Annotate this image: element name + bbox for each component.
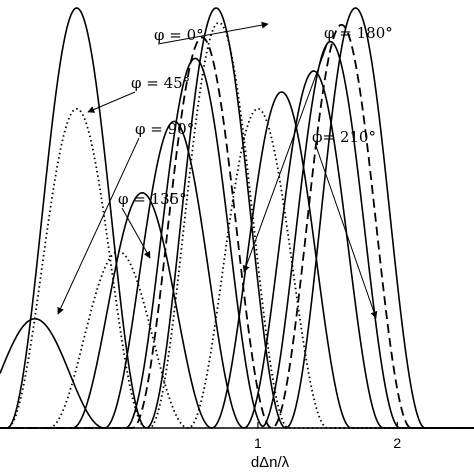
series-line-0 xyxy=(0,7,474,429)
annotation-label-3: φ = 135° xyxy=(118,190,187,208)
annotation-label-0: φ = 0° xyxy=(154,26,204,44)
x-axis-title: dΔn/λ xyxy=(251,454,290,471)
annotation-label-1: φ = 45° xyxy=(131,74,190,92)
annotation-arrow-3 xyxy=(121,207,151,259)
arrows-layer xyxy=(57,21,378,319)
annotation-arrow-5 xyxy=(315,145,378,319)
annotation-label-2: φ = 90° xyxy=(135,120,194,138)
series-line-5 xyxy=(0,107,474,429)
annotation-arrow-4 xyxy=(242,41,329,273)
annotation-arrow-2 xyxy=(57,137,140,315)
x-tick-label-1: 2 xyxy=(393,435,401,451)
annotation-arrow-1 xyxy=(87,91,136,113)
x-axis: 1 2 dΔn/λ xyxy=(0,422,474,471)
annotation-label-5: φ= 210° xyxy=(312,128,376,146)
x-tick-label-0: 1 xyxy=(254,435,262,451)
annotation-arrow-0 xyxy=(157,21,269,45)
annotation-label-4: φ = 180° xyxy=(324,24,393,42)
curves-layer xyxy=(0,7,474,429)
series-line-3 xyxy=(0,70,474,429)
series-line-6 xyxy=(0,23,474,429)
series-line-1 xyxy=(0,21,474,429)
labels-layer: φ = 0° φ = 45° φ = 90° φ = 135° φ = 180° φ= 2… xyxy=(118,24,393,208)
